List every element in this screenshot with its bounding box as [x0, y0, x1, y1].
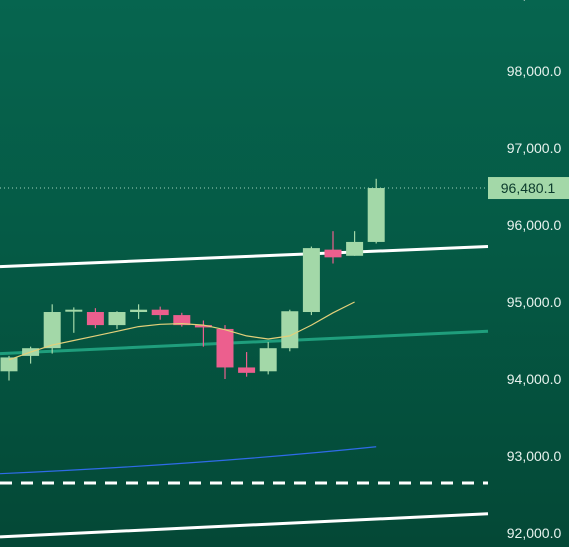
- candle: [22, 346, 40, 364]
- blue-moving-average: [0, 446, 377, 475]
- candle-body-down: [151, 309, 169, 316]
- candle-body-up: [346, 241, 364, 256]
- candle-body-down: [238, 367, 256, 373]
- candle: [216, 325, 234, 379]
- candle: [108, 311, 126, 329]
- y-tick-label: 97,000.0: [507, 140, 562, 156]
- y-tick-label: 96,000.0: [507, 217, 562, 233]
- candle-body-up: [302, 248, 320, 313]
- y-tick-label: 93,000.0: [507, 448, 562, 464]
- y-tick-label: 95,000.0: [507, 294, 562, 310]
- candle-body-down: [194, 325, 212, 328]
- candle: [302, 246, 320, 316]
- candle-body-up: [43, 312, 61, 349]
- candle-body-down: [173, 315, 191, 326]
- y-tick-label: 92,000.0: [507, 525, 562, 541]
- y-tick-label: 99,000.0: [507, 0, 562, 2]
- candle-body-up: [65, 309, 83, 312]
- candles: [0, 178, 385, 381]
- current-price-label-bg: [488, 177, 569, 200]
- overlay-lines: [0, 187, 489, 539]
- candle: [238, 352, 256, 377]
- candle: [259, 342, 277, 375]
- candle: [43, 304, 61, 354]
- candle-body-up: [259, 348, 277, 372]
- candle: [173, 312, 191, 327]
- candle: [281, 309, 299, 352]
- candle: [0, 355, 18, 381]
- yellow-moving-average: [8, 301, 355, 361]
- upper-channel-line: [0, 245, 489, 269]
- candle: [86, 308, 104, 329]
- candle: [151, 306, 169, 320]
- candle-body-down: [86, 312, 104, 326]
- y-tick-label: 94,000.0: [507, 371, 562, 387]
- candle-body-down: [324, 249, 342, 258]
- candle: [65, 307, 83, 333]
- candle: [367, 178, 385, 244]
- candle-body-up: [108, 312, 126, 326]
- lower-channel-line: [0, 512, 489, 539]
- teal-trend-line: [0, 329, 489, 356]
- candle-body-down: [216, 328, 234, 368]
- current-price-label: 96,480.1: [501, 180, 556, 196]
- price-axis: 92,000.0 93,000.0 94,000.0 95,000.0 96,000.0…: [488, 0, 569, 541]
- candle-body-up: [0, 357, 18, 372]
- candle-body-up: [281, 311, 299, 349]
- candle-body-up: [130, 309, 148, 313]
- candle: [324, 231, 342, 264]
- candle-body-up: [367, 188, 385, 242]
- candle: [346, 231, 364, 256]
- candle: [130, 304, 148, 319]
- y-tick-label: 98,000.0: [507, 63, 562, 79]
